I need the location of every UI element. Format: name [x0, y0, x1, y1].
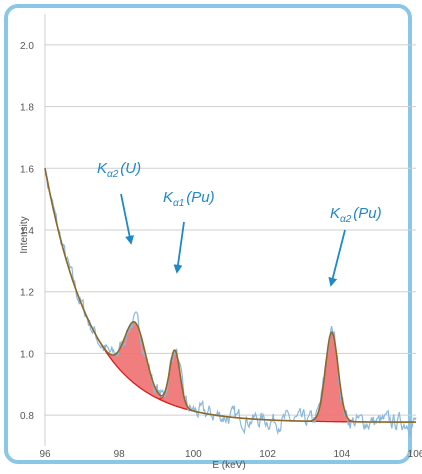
annotation-base: K	[97, 160, 108, 177]
peak-fill	[309, 331, 355, 423]
y-tick-label: 1.2	[20, 288, 34, 299]
y-tick-label: 0.8	[20, 411, 34, 422]
annotation-base: K	[163, 189, 174, 206]
x-tick-label: 104	[333, 449, 350, 460]
annotation-element: (Pu)	[186, 189, 214, 206]
annotation-arrow	[120, 193, 134, 245]
annotation-element: (Pu)	[353, 205, 381, 222]
fit-curve	[44, 168, 416, 423]
x-ticks: 96 98 100 102 104 106	[39, 449, 422, 460]
annotation-arrow	[328, 229, 346, 287]
peak-annotation: Kα2 (Pu)	[330, 205, 382, 225]
x-axis-label: E (keV)	[212, 460, 245, 471]
peak-fills	[98, 321, 355, 423]
series-lines	[44, 168, 417, 437]
annotation-base: K	[330, 205, 341, 222]
x-tick-label: 106	[408, 449, 422, 460]
annotation-sub: α2	[107, 169, 119, 180]
x-tick-label: 96	[39, 449, 51, 460]
grid	[44, 14, 416, 446]
y-tick-label: 1.8	[20, 103, 34, 114]
y-axis-label: Intensity	[19, 216, 30, 253]
x-tick-label: 98	[114, 449, 126, 460]
peak-annotation: Kα1 (Pu)	[163, 189, 215, 209]
annotation-element: (U)	[120, 160, 141, 177]
x-tick-label: 102	[259, 449, 276, 460]
y-tick-label: 1.0	[20, 349, 34, 360]
annotation-sub: α2	[340, 214, 352, 225]
measured-data-line	[44, 171, 417, 437]
annotation-arrow	[173, 221, 185, 274]
annotations: Kα2 (U)Kα1 (Pu)Kα2 (Pu)	[97, 160, 382, 287]
peak-annotation: Kα2 (U)	[97, 160, 141, 180]
x-tick-label: 100	[185, 449, 202, 460]
peak-fill	[156, 349, 194, 412]
y-ticks: 0.8 1.0 1.2 1.4 1.6 1.8 2.0	[20, 41, 34, 422]
y-tick-label: 1.4	[20, 226, 34, 237]
y-tick-label: 1.6	[20, 164, 34, 175]
y-tick-label: 2.0	[20, 41, 34, 52]
annotation-sub: α1	[173, 198, 184, 209]
